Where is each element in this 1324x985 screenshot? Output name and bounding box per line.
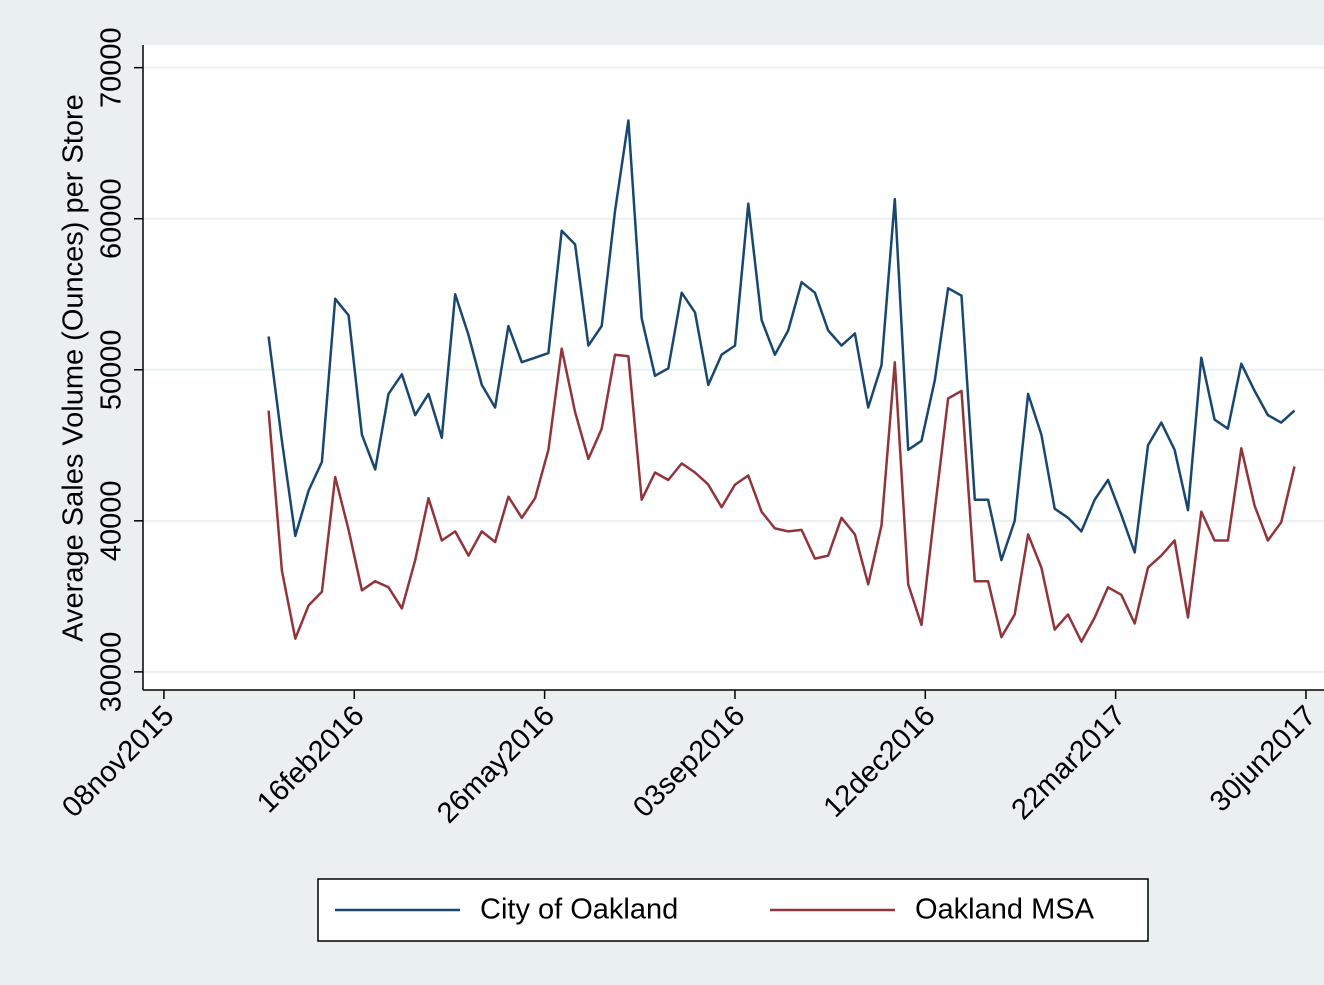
y-tick-label: 60000	[96, 178, 128, 259]
legend-label: City of Oakland	[480, 894, 678, 926]
y-axis-title: Average Sales Volume (Ounces) per Store	[58, 94, 90, 642]
plot-region	[143, 45, 1324, 690]
y-tick-label: 50000	[96, 329, 128, 410]
y-tick-label: 70000	[96, 27, 128, 108]
series-line	[267, 347, 1296, 643]
series-line	[267, 119, 1296, 562]
legend-label: Oakland MSA	[915, 894, 1095, 926]
y-tick-label: 30000	[96, 632, 128, 713]
y-tick-label: 40000	[96, 480, 128, 561]
